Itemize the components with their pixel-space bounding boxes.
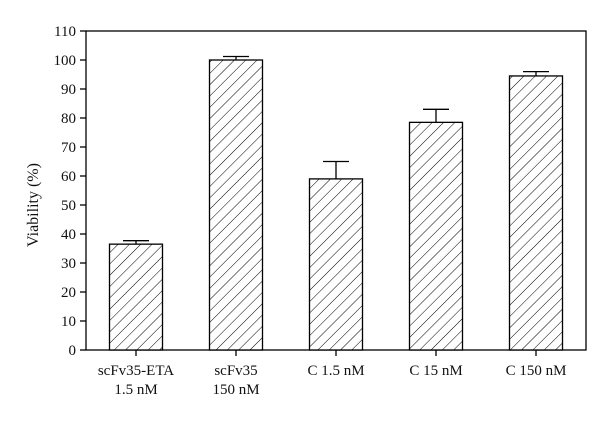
y-tick-label: 30: [61, 256, 76, 272]
y-tick-label: 90: [61, 82, 76, 98]
x-tick-label-line: C 150 nM: [506, 363, 567, 379]
x-tick-label: C 1.5 nM: [307, 363, 364, 379]
x-tick-label: scFv35-ETA 1.5 nM: [98, 363, 174, 398]
x-tick-label-line: scFv35: [214, 363, 257, 379]
x-tick-label-line: C 1.5 nM: [307, 363, 364, 379]
y-tick-label: 110: [54, 24, 76, 40]
x-tick-label: scFv35 150 nM: [212, 363, 259, 398]
y-tick-label: 10: [61, 314, 76, 330]
bar: [408, 121, 464, 351]
y-tick-label: 50: [61, 198, 76, 214]
x-tick-label-line: 150 nM: [212, 382, 259, 398]
y-tick-label: 60: [61, 169, 76, 185]
x-tick-labels: scFv35-ETA 1.5 nM scFv35 150 nM C 1.5 nM C 15…: [98, 363, 567, 398]
bar: [508, 75, 564, 351]
x-tick-label-line: scFv35-ETA: [98, 363, 174, 379]
bar: [208, 59, 264, 351]
y-tick-label: 100: [54, 53, 77, 69]
x-tick-label: C 150 nM: [506, 363, 567, 379]
x-tick-label-line: 1.5 nM: [114, 382, 157, 398]
bar: [108, 243, 164, 351]
x-tick-label-line: C 15 nM: [409, 363, 462, 379]
y-tick-label: 20: [61, 285, 76, 301]
x-tick-label: C 15 nM: [409, 363, 462, 379]
y-tick-label: 80: [61, 111, 76, 127]
y-tick-label: 40: [61, 227, 76, 243]
chart-bars: [108, 55, 564, 351]
y-tick-label: 0: [69, 343, 77, 359]
y-tick-label: 70: [61, 140, 76, 156]
y-axis-label: Viability (%): [25, 163, 42, 247]
bar: [308, 178, 364, 351]
